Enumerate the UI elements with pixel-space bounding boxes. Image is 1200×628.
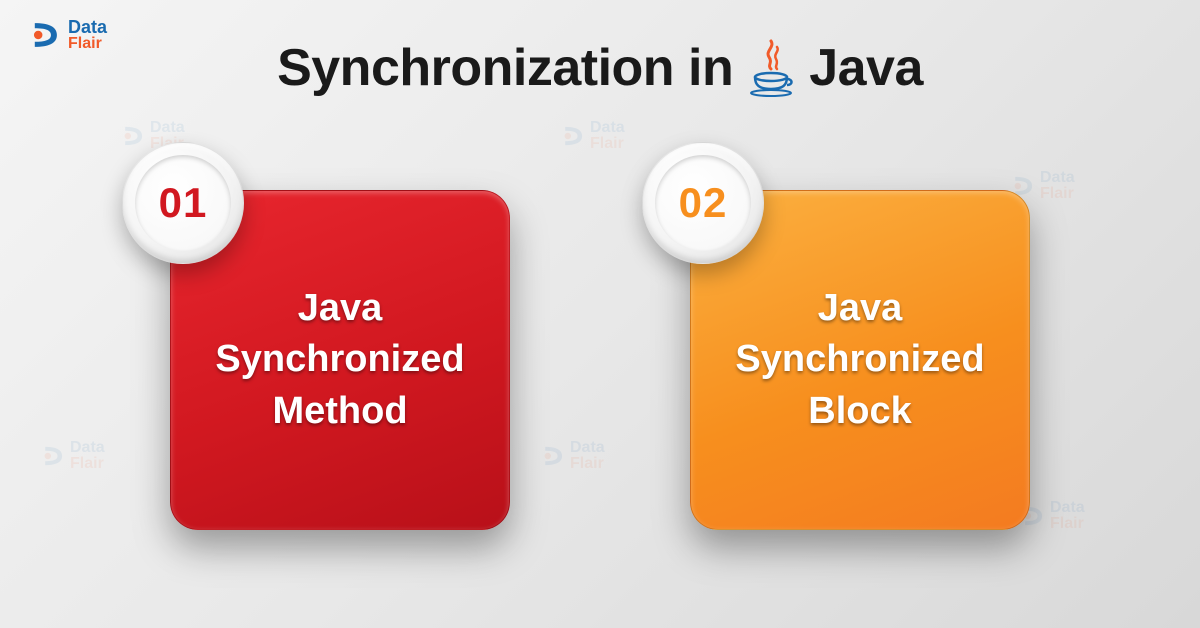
cards-row: JavaSynchronizedMethod 01 JavaSynchroniz…	[0, 190, 1200, 530]
card-1-label: JavaSynchronizedMethod	[215, 283, 464, 437]
card-2-number: 02	[679, 179, 728, 227]
card-1: JavaSynchronizedMethod 01	[170, 190, 510, 530]
watermark-logo: DataFlair	[560, 120, 625, 152]
card-2-label: JavaSynchronizedBlock	[735, 283, 984, 437]
brand-name-top: Data	[68, 18, 107, 36]
card-1-badge: 01	[122, 142, 244, 264]
title-prefix: Synchronization in	[277, 38, 733, 98]
title-suffix: Java	[809, 38, 923, 98]
page-title: Synchronization in Java	[0, 38, 1200, 98]
card-2: JavaSynchronizedBlock 02	[690, 190, 1030, 530]
java-logo-icon	[747, 39, 795, 97]
card-2-badge: 02	[642, 142, 764, 264]
card-1-number: 01	[159, 179, 208, 227]
